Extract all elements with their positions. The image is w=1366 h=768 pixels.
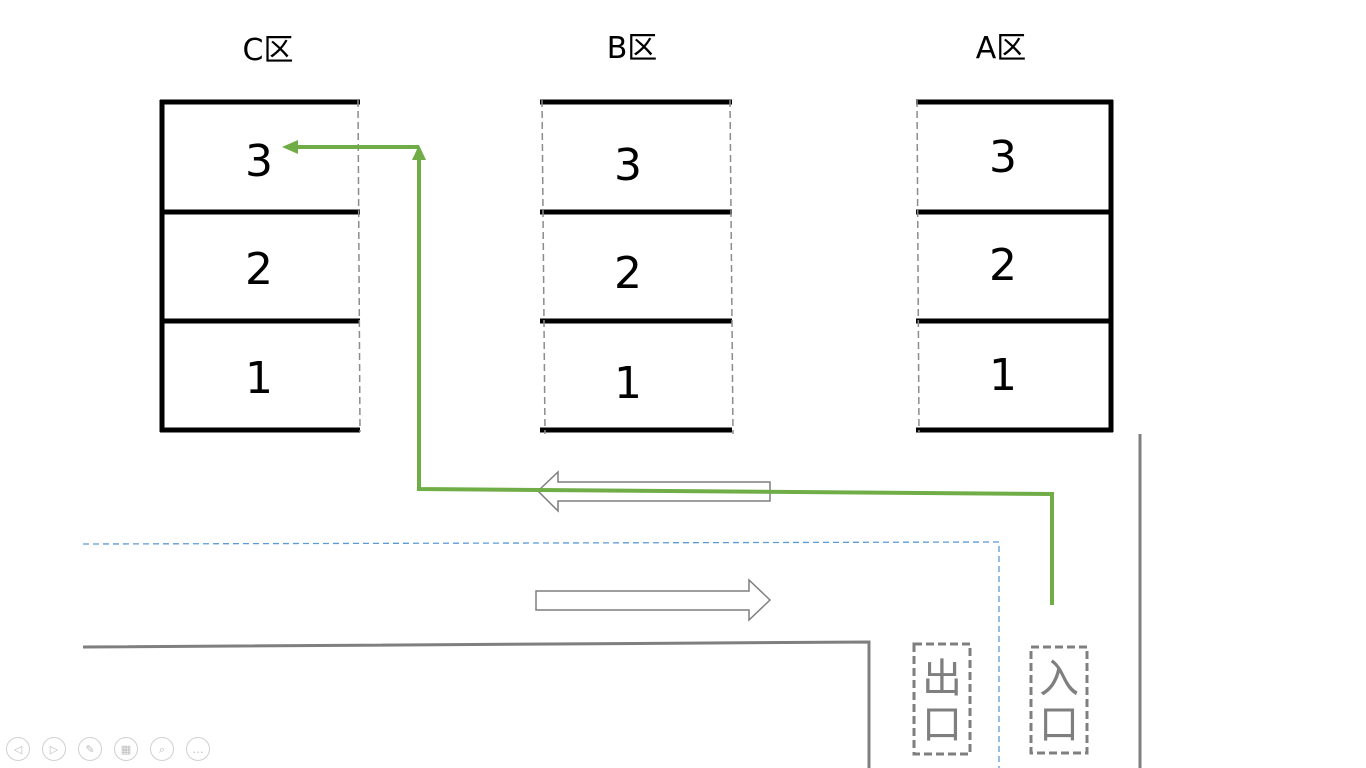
zone-b-slot-3: 3 xyxy=(614,140,642,191)
zone-a-label: A区 xyxy=(976,31,1027,66)
pen-icon[interactable]: ✎ xyxy=(78,737,102,761)
zone-a-slot-3: 3 xyxy=(989,132,1017,183)
exit-gate: 出 口 xyxy=(912,642,972,756)
route-arrowhead-up xyxy=(412,145,426,160)
zone-c-slot-3: 3 xyxy=(245,136,273,187)
zone-a-slot-1: 1 xyxy=(989,350,1017,401)
entrance-gate: 入 口 xyxy=(1029,645,1089,755)
zone-c-slot-2: 2 xyxy=(245,244,273,295)
zone-a-slot-2: 2 xyxy=(989,240,1017,291)
zone-c-slot-1: 1 xyxy=(245,353,273,404)
lane-divider xyxy=(82,541,1000,768)
route-arrowhead-left xyxy=(282,140,298,154)
bottom-wall xyxy=(82,640,871,768)
exit-char-2: 口 xyxy=(922,702,962,748)
slides-grid-icon[interactable]: ▦ xyxy=(114,737,138,761)
zone-b-slot-2: 2 xyxy=(614,248,642,299)
zone-b-shelf: 3 2 1 xyxy=(540,99,734,435)
zone-b-label: B区 xyxy=(607,31,658,66)
zone-a-shelf: 3 2 1 xyxy=(916,99,1114,433)
more-options-icon[interactable]: … xyxy=(186,737,210,761)
previous-slide-icon[interactable]: ◁ xyxy=(6,737,30,761)
entrance-char-2: 口 xyxy=(1039,702,1079,748)
zoom-icon[interactable]: ⌕ xyxy=(150,737,174,761)
next-slide-icon[interactable]: ▷ xyxy=(42,737,66,761)
entrance-char-1: 入 xyxy=(1039,656,1079,702)
exit-char-1: 出 xyxy=(922,656,962,702)
zone-b-slot-1: 1 xyxy=(614,358,642,409)
route-path xyxy=(417,158,1054,605)
zone-c-label: C区 xyxy=(243,33,294,68)
zone-c-shelf: 3 2 1 xyxy=(159,99,361,433)
right-direction-arrow xyxy=(535,578,772,622)
slideshow-toolbar: ◁ ▷ ✎ ▦ ⌕ … xyxy=(6,734,210,764)
